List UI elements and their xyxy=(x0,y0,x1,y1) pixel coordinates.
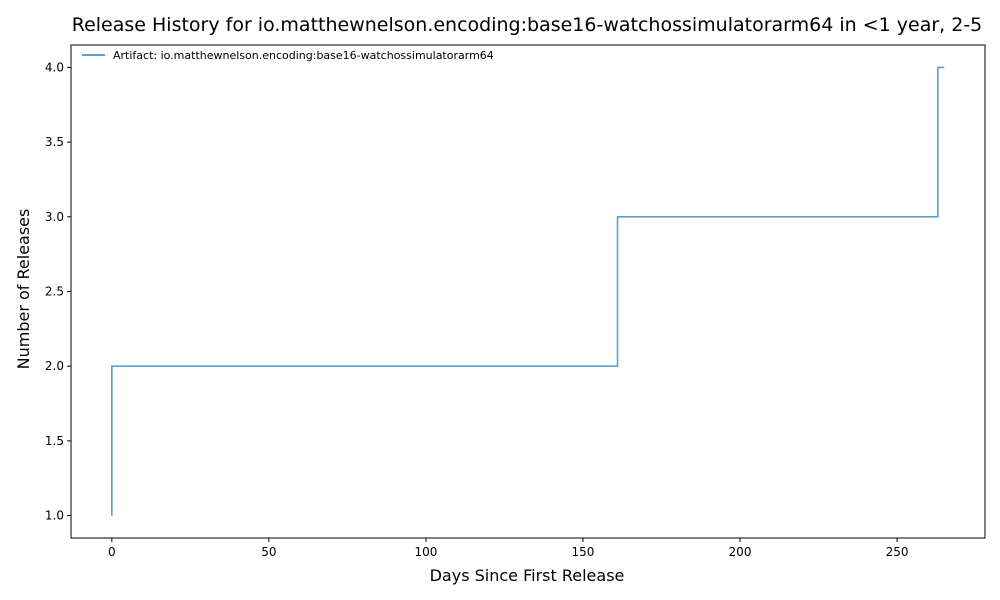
y-tick-label: 4.0 xyxy=(45,60,64,74)
y-axis-title: Number of Releases xyxy=(14,209,33,370)
series-line-0 xyxy=(111,66,945,516)
y-tick-label: 1.5 xyxy=(45,434,64,448)
chart-title: Release History for io.matthewnelson.enc… xyxy=(72,14,983,36)
x-tick-label: 250 xyxy=(886,545,909,559)
x-tick-label: 0 xyxy=(108,545,116,559)
x-tick-label: 50 xyxy=(261,545,276,559)
x-tick-label: 150 xyxy=(572,545,595,559)
y-axis-ticks: 1.0 1.5 2.0 2.5 3.0 3.5 4.0 xyxy=(45,60,71,523)
plot-frame xyxy=(70,44,986,539)
y-tick-label: 3.0 xyxy=(45,210,64,224)
x-tick-label: 200 xyxy=(729,545,752,559)
legend: Artifact: io.matthewnelson.encoding:base… xyxy=(82,49,494,62)
y-tick-label: 1.0 xyxy=(45,509,64,523)
y-tick-label: 2.5 xyxy=(45,285,64,299)
y-tick-label: 3.5 xyxy=(45,135,64,149)
x-axis-ticks: 0 50 100 150 200 250 xyxy=(108,538,909,559)
x-tick-label: 100 xyxy=(414,545,437,559)
x-axis-title: Days Since First Release xyxy=(430,566,625,585)
plot-area xyxy=(111,66,945,516)
legend-label-artifact: Artifact: io.matthewnelson.encoding:base… xyxy=(113,49,494,62)
y-tick-label: 2.0 xyxy=(45,359,64,373)
